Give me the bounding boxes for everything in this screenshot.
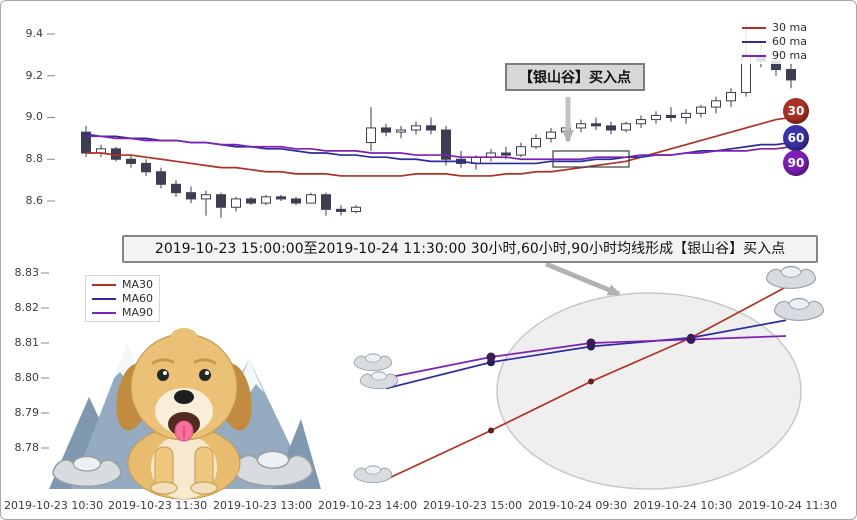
x-axis-tick-label: 2019-10-24 11:30 (738, 499, 838, 512)
legend-label: MA30 (122, 278, 154, 291)
x-axis-tick-label: 2019-10-23 13:00 (213, 499, 313, 512)
silver-ingot-icon (359, 371, 399, 390)
candlestick-plot (47, 23, 796, 218)
legend-top-chart: 30 ma 60 ma 90 ma (736, 19, 813, 64)
x-axis-tick-label: 2019-10-23 14:00 (318, 499, 418, 512)
y-axis-tick-label: 8.83 (14, 266, 40, 279)
line-swatch-icon (742, 54, 766, 57)
line-swatch-icon (92, 283, 116, 286)
ma30-end-badge: 30 (783, 98, 809, 124)
y-axis-tick-label: 8.80 (14, 371, 40, 384)
highlight-ellipse (496, 292, 802, 490)
legend-label: 60 ma (772, 35, 807, 48)
callout-arrow-banner (545, 261, 621, 297)
x-axis-tick-label: 2019-10-24 09:30 (528, 499, 628, 512)
line-swatch-icon (92, 311, 116, 314)
silver-valley-banner: 2019-10-23 15:00:00至2019-10-24 11:30:00 … (122, 235, 818, 263)
y-axis-tick-label: 8.6 (25, 194, 44, 207)
x-axis-tick-label: 2019-10-23 15:00 (423, 499, 523, 512)
x-axis-tick-label: 2019-10-24 10:30 (633, 499, 733, 512)
ma90-end-badge: 90 (783, 150, 809, 176)
legend-item: MA30 (92, 278, 153, 291)
legend-item: MA60 (92, 292, 153, 305)
legend-item: 60 ma (742, 35, 807, 48)
legend-bottom-chart: MA30 MA60 MA90 (85, 275, 161, 322)
silver-ingot-icon (765, 265, 817, 289)
legend-item: 30 ma (742, 21, 807, 34)
line-swatch-icon (742, 40, 766, 43)
dog-mascot-illustration (49, 328, 321, 500)
y-axis-tick-label: 8.81 (14, 336, 40, 349)
buy-point-callout: 【银山谷】买入点 (505, 63, 645, 91)
legend-item: MA90 (92, 306, 153, 319)
silver-ingot-icon (232, 449, 314, 488)
legend-label: 90 ma (772, 49, 807, 62)
x-axis-tick-label: 2019-10-23 10:30 (4, 499, 104, 512)
legend-label: MA90 (122, 306, 154, 319)
line-swatch-icon (92, 297, 116, 300)
buy-point-highlight-box (552, 150, 630, 168)
silver-ingot-icon (773, 297, 825, 321)
y-axis-tick-label: 8.78 (14, 441, 40, 454)
y-axis-tick-label: 9.4 (25, 27, 44, 40)
y-axis-tick-label: 8.8 (25, 152, 44, 165)
ma-lines-plot (41, 272, 787, 481)
silver-ingot-icon (353, 465, 393, 484)
dog-graphic (116, 328, 252, 500)
ma60-end-badge: 60 (783, 125, 809, 151)
y-axis-tick-label: 8.82 (14, 301, 40, 314)
y-axis-tick-label: 8.79 (14, 406, 40, 419)
legend-label: 30 ma (772, 21, 807, 34)
y-axis-tick-label: 9.0 (25, 110, 44, 123)
silver-ingot-icon (52, 455, 122, 488)
line-swatch-icon (742, 26, 766, 29)
y-axis-tick-label: 9.2 (25, 69, 44, 82)
legend-label: MA60 (122, 292, 154, 305)
x-axis-tick-label: 2019-10-23 11:30 (108, 499, 208, 512)
legend-item: 90 ma (742, 49, 807, 62)
silver-ingot-icon (353, 353, 393, 372)
